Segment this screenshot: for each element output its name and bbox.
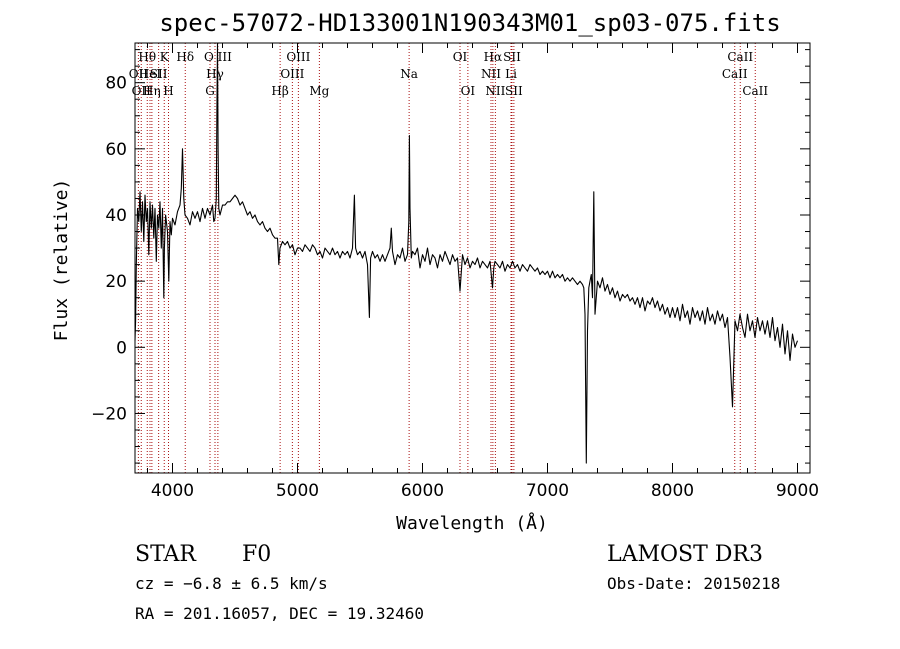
reference-line-label: Li (505, 67, 517, 81)
reference-line-label: OI (461, 84, 476, 98)
coordinates: RA = 201.16057, DEC = 19.32460 (135, 604, 424, 623)
reference-line-label: HeI (139, 67, 162, 81)
x-tick-label: 9000 (776, 481, 819, 501)
reference-lines-group (137, 43, 756, 473)
reference-line-label: OIII (280, 67, 304, 81)
reference-line-label: Mg (309, 84, 329, 98)
reference-line-label: Hβ (271, 84, 288, 98)
cz-value: cz = −6.8 ± 6.5 km/s (135, 574, 328, 593)
series-group (134, 42, 799, 464)
plot-frame (134, 42, 811, 474)
reference-line-label: SII (505, 84, 523, 98)
y-tick-label: 0 (116, 338, 127, 358)
reference-line-label: Hδ (176, 50, 194, 64)
x-tick-label: 5000 (276, 481, 319, 501)
reference-line-label: SII (503, 50, 521, 64)
reference-line-label: G (205, 84, 215, 98)
y-tick-label: 80 (105, 74, 127, 94)
reference-line-label: CaII (742, 84, 768, 98)
x-tick-label: 6000 (401, 481, 444, 501)
x-axis-title: Wavelength (Å) (396, 512, 548, 534)
reference-line-label: OII (129, 67, 149, 81)
subclass: F0 (242, 542, 271, 567)
reference-line-label: OI (453, 50, 468, 64)
class-type: STAR (135, 542, 197, 567)
y-tick-label: 60 (105, 140, 127, 160)
reference-line-label: CaII (722, 67, 748, 81)
x-tick-label: 8000 (651, 481, 694, 501)
y-tick-label: −20 (91, 404, 127, 424)
reference-line-label: OIII (286, 50, 310, 64)
reference-line-label: OII (132, 84, 152, 98)
spectrum-series-line (134, 42, 799, 464)
reference-line-label: K (160, 50, 170, 64)
y-axis-title: Flux (relative) (51, 179, 72, 342)
obs-date: Obs-Date: 20150218 (607, 574, 780, 593)
reference-line-label: Hγ (206, 67, 224, 81)
reference-line-label: SII (150, 67, 168, 81)
x-tick-label: 7000 (526, 481, 569, 501)
x-tick-label: 4000 (151, 481, 194, 501)
y-tick-label: 40 (105, 206, 127, 226)
reference-line-label: Hη (143, 84, 161, 98)
y-tick-label: 20 (105, 272, 127, 292)
reference-line-label: CaII (727, 50, 753, 64)
reference-line-label: Na (400, 67, 418, 81)
y-axis-ticks: −20 0 20 40 60 80 (91, 49, 810, 464)
reference-line-label: Hθ (138, 50, 156, 64)
x-axis-ticks: 4000 5000 6000 7000 8000 9000 (147, 43, 819, 501)
reference-line-label: NII (481, 67, 501, 81)
chart-title: spec-57072-HD133001N190343M01_sp03-075.f… (159, 9, 780, 37)
survey-name: LAMOST DR3 (607, 542, 763, 567)
reference-line-label: H (163, 84, 173, 98)
reference-line-label: Hα (484, 50, 503, 64)
reference-line-label: NII (485, 84, 505, 98)
